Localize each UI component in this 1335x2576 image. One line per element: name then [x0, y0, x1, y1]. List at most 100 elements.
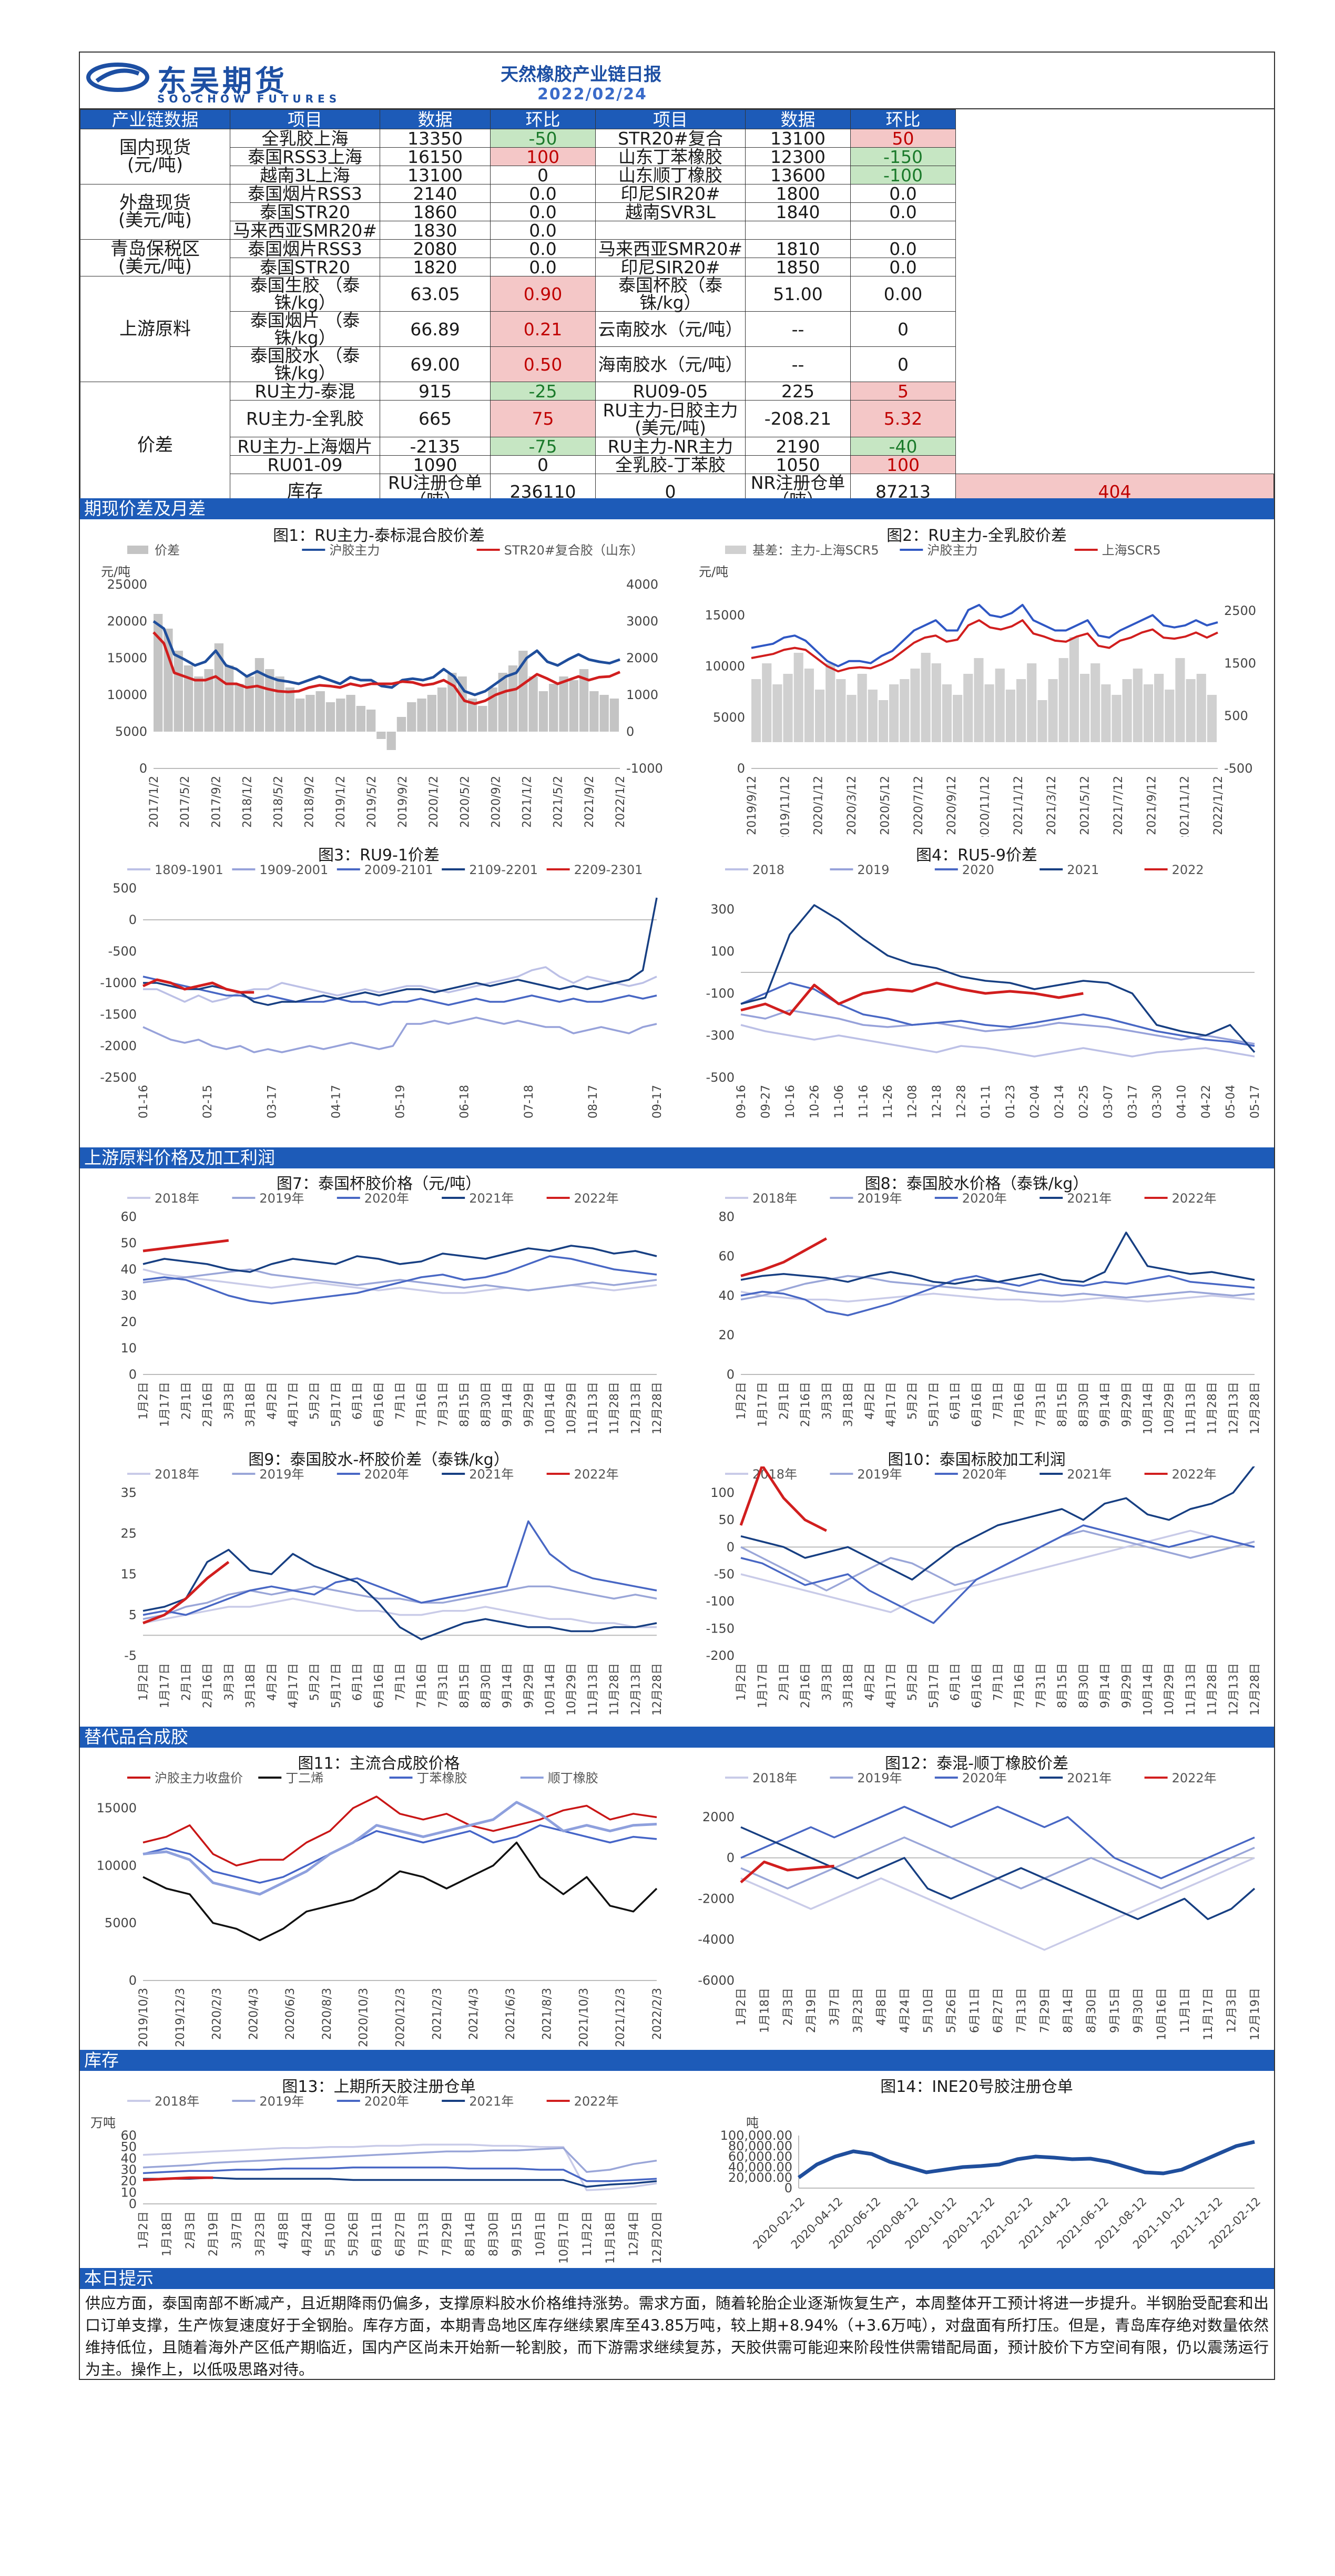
category-cell: 价差 — [80, 382, 230, 509]
brand-name-cn: 东吴期货 — [157, 65, 288, 99]
bar — [174, 651, 183, 732]
bar — [953, 695, 963, 742]
legend-swatch — [725, 546, 746, 554]
legend-label: 2020年 — [962, 1771, 1007, 1785]
x-tick-label: 5月10日 — [324, 2211, 337, 2256]
bar — [1133, 669, 1143, 742]
x-tick-label: 12月13日 — [629, 1382, 643, 1434]
logo-icon — [86, 63, 149, 92]
x-tick-label: 2022/2/3 — [651, 1988, 664, 2040]
bar — [889, 684, 899, 742]
item-cell: RU主力-日胶主力 (美元/吨) — [595, 400, 746, 437]
bar — [1154, 674, 1164, 742]
series-line — [740, 1231, 1255, 1285]
value-cell: -208.21 — [745, 400, 851, 437]
change-cell: 0.0 — [490, 184, 596, 203]
chart-svg: 2018年 2019年 2020年 2021年 2022年 0 10 20 30 40 50 60 1月… — [120, 1191, 664, 1434]
x-tick-label: 4月2日 — [863, 1382, 877, 1420]
bar — [1027, 663, 1037, 742]
x-tick-label: 2021/7/12 — [1112, 776, 1125, 835]
table-row: RU主力-上海烟片 -2135 -75 RU主力-NR主力 2190 -40 — [80, 437, 1274, 456]
chart-svg: 2018年 2019年 2020年 2021年 2022年 0 20 40 60 80 1月2日 1月… — [718, 1191, 1262, 1434]
x-tick-label: 03-17 — [266, 1085, 279, 1118]
bar — [325, 702, 335, 732]
chart-svg: 价差 沪胶主力 STR20#复合胶（山东）元/吨050001000015000200… — [101, 543, 663, 828]
x-tick-label: 7月1日 — [394, 1382, 407, 1420]
x-tick-label: 11-26 — [882, 1085, 895, 1118]
column-header: 产业链数据 — [80, 109, 230, 129]
y-tick-label: 0 — [129, 1973, 137, 1988]
value-cell: -- — [745, 346, 851, 382]
bar — [559, 676, 568, 732]
x-tick-label: 2018/1/2 — [241, 776, 254, 828]
x-tick-label: 5月2日 — [906, 1382, 920, 1420]
bar — [1207, 695, 1217, 742]
table-row: 上游原料 泰国生胶 （泰铢/kg） 63.05 0.90 泰国杯胶（泰铢/kg） 51.0… — [80, 276, 1274, 382]
y-tick-label: 15000 — [107, 651, 147, 665]
x-tick-label: 5月2日 — [309, 1663, 322, 1701]
x-tick-label: 7月1日 — [992, 1382, 1005, 1420]
y2-tick-label: 2500 — [1224, 603, 1256, 618]
x-tick-label: 6月16日 — [373, 1382, 386, 1427]
x-tick-label: 5月17日 — [928, 1663, 941, 1708]
x-tick-label: 8月15日 — [458, 1663, 472, 1708]
chart-title: 图3：RU9-1价差 — [318, 846, 440, 865]
item-cell: 山东顺丁橡胶 — [595, 166, 746, 184]
series-line — [152, 631, 620, 705]
series-line — [142, 1795, 657, 1867]
series-line — [142, 1268, 657, 1291]
bar — [164, 629, 173, 732]
x-tick-label: 5月26日 — [348, 2211, 361, 2256]
x-tick-label: 5月10日 — [922, 1988, 935, 2033]
change-cell: -100 — [850, 166, 956, 184]
item-cell: 印尼SIR20# — [595, 258, 746, 276]
item-cell: 泰国生胶 （泰铢/kg） — [230, 276, 380, 312]
x-tick-label: 10-16 — [784, 1085, 797, 1118]
column-header: 项目 — [595, 109, 746, 129]
x-tick-label: 7月16日 — [415, 1663, 429, 1708]
change-cell: 0.00 — [850, 276, 956, 312]
legend-label: 2018年 — [155, 1467, 199, 1482]
x-tick-label: 04-22 — [1200, 1085, 1213, 1118]
x-tick-label: 12月3日 — [1226, 1988, 1239, 2033]
x-tick-label: 12月20日 — [651, 2211, 664, 2264]
x-tick-label: 6月11日 — [969, 1988, 982, 2033]
legend-label: 2021年 — [1067, 1191, 1112, 1206]
chart-c8: 图8：泰国胶水价格（泰铢/kg） 2018年 2019年 2020年 2021年 2022… — [678, 1169, 1276, 1443]
y-tick-label: 40 — [120, 2151, 137, 2166]
y-tick-label: 50 — [120, 1236, 137, 1250]
y-tick-label: 20 — [120, 2174, 137, 2189]
x-tick-label: 6月1日 — [949, 1382, 962, 1420]
bar — [589, 691, 599, 732]
bar — [772, 684, 782, 742]
bar — [836, 679, 846, 742]
bar — [366, 710, 376, 732]
x-tick-label: 1月2日 — [735, 1382, 748, 1420]
item-cell: STR20#复合 — [595, 129, 746, 148]
value-cell: 1810 — [745, 239, 851, 258]
category-cell: 青岛保税区 (美元/吨) — [80, 239, 230, 276]
y2-tick-label: -1000 — [626, 761, 663, 776]
change-cell: 0.21 — [490, 311, 596, 347]
legend-label: 2019 — [857, 863, 889, 877]
change-cell: 0 — [850, 346, 956, 382]
x-tick-label: 5月17日 — [330, 1382, 343, 1427]
chart-c11: 图11：主流合成胶价格 沪胶主力收盘价 丁二烯 丁苯橡胶 顺丁橡胶 0 5000 10000 1… — [80, 1749, 678, 2049]
column-header: 项目 — [230, 109, 380, 129]
x-tick-label: 7月1日 — [992, 1663, 1005, 1701]
change-cell: 0.0 — [850, 239, 956, 258]
bar — [285, 687, 295, 732]
x-tick-label: 7月29日 — [1038, 1988, 1052, 2033]
y-tick-label: -200 — [706, 1648, 735, 1663]
change-cell: 0 — [850, 311, 956, 347]
bar — [518, 651, 528, 732]
x-tick-label: 2020/9/2 — [490, 776, 503, 828]
x-tick-label: 3月23日 — [254, 2211, 267, 2256]
series-line — [142, 1520, 657, 1616]
bar — [857, 674, 867, 742]
change-cell: 75 — [490, 400, 596, 437]
x-tick-label: 4月8日 — [277, 2211, 290, 2249]
x-tick-label: 2021/1/2 — [521, 776, 534, 828]
bar — [528, 676, 538, 732]
x-tick-label: 2019/12/3 — [174, 1988, 187, 2047]
